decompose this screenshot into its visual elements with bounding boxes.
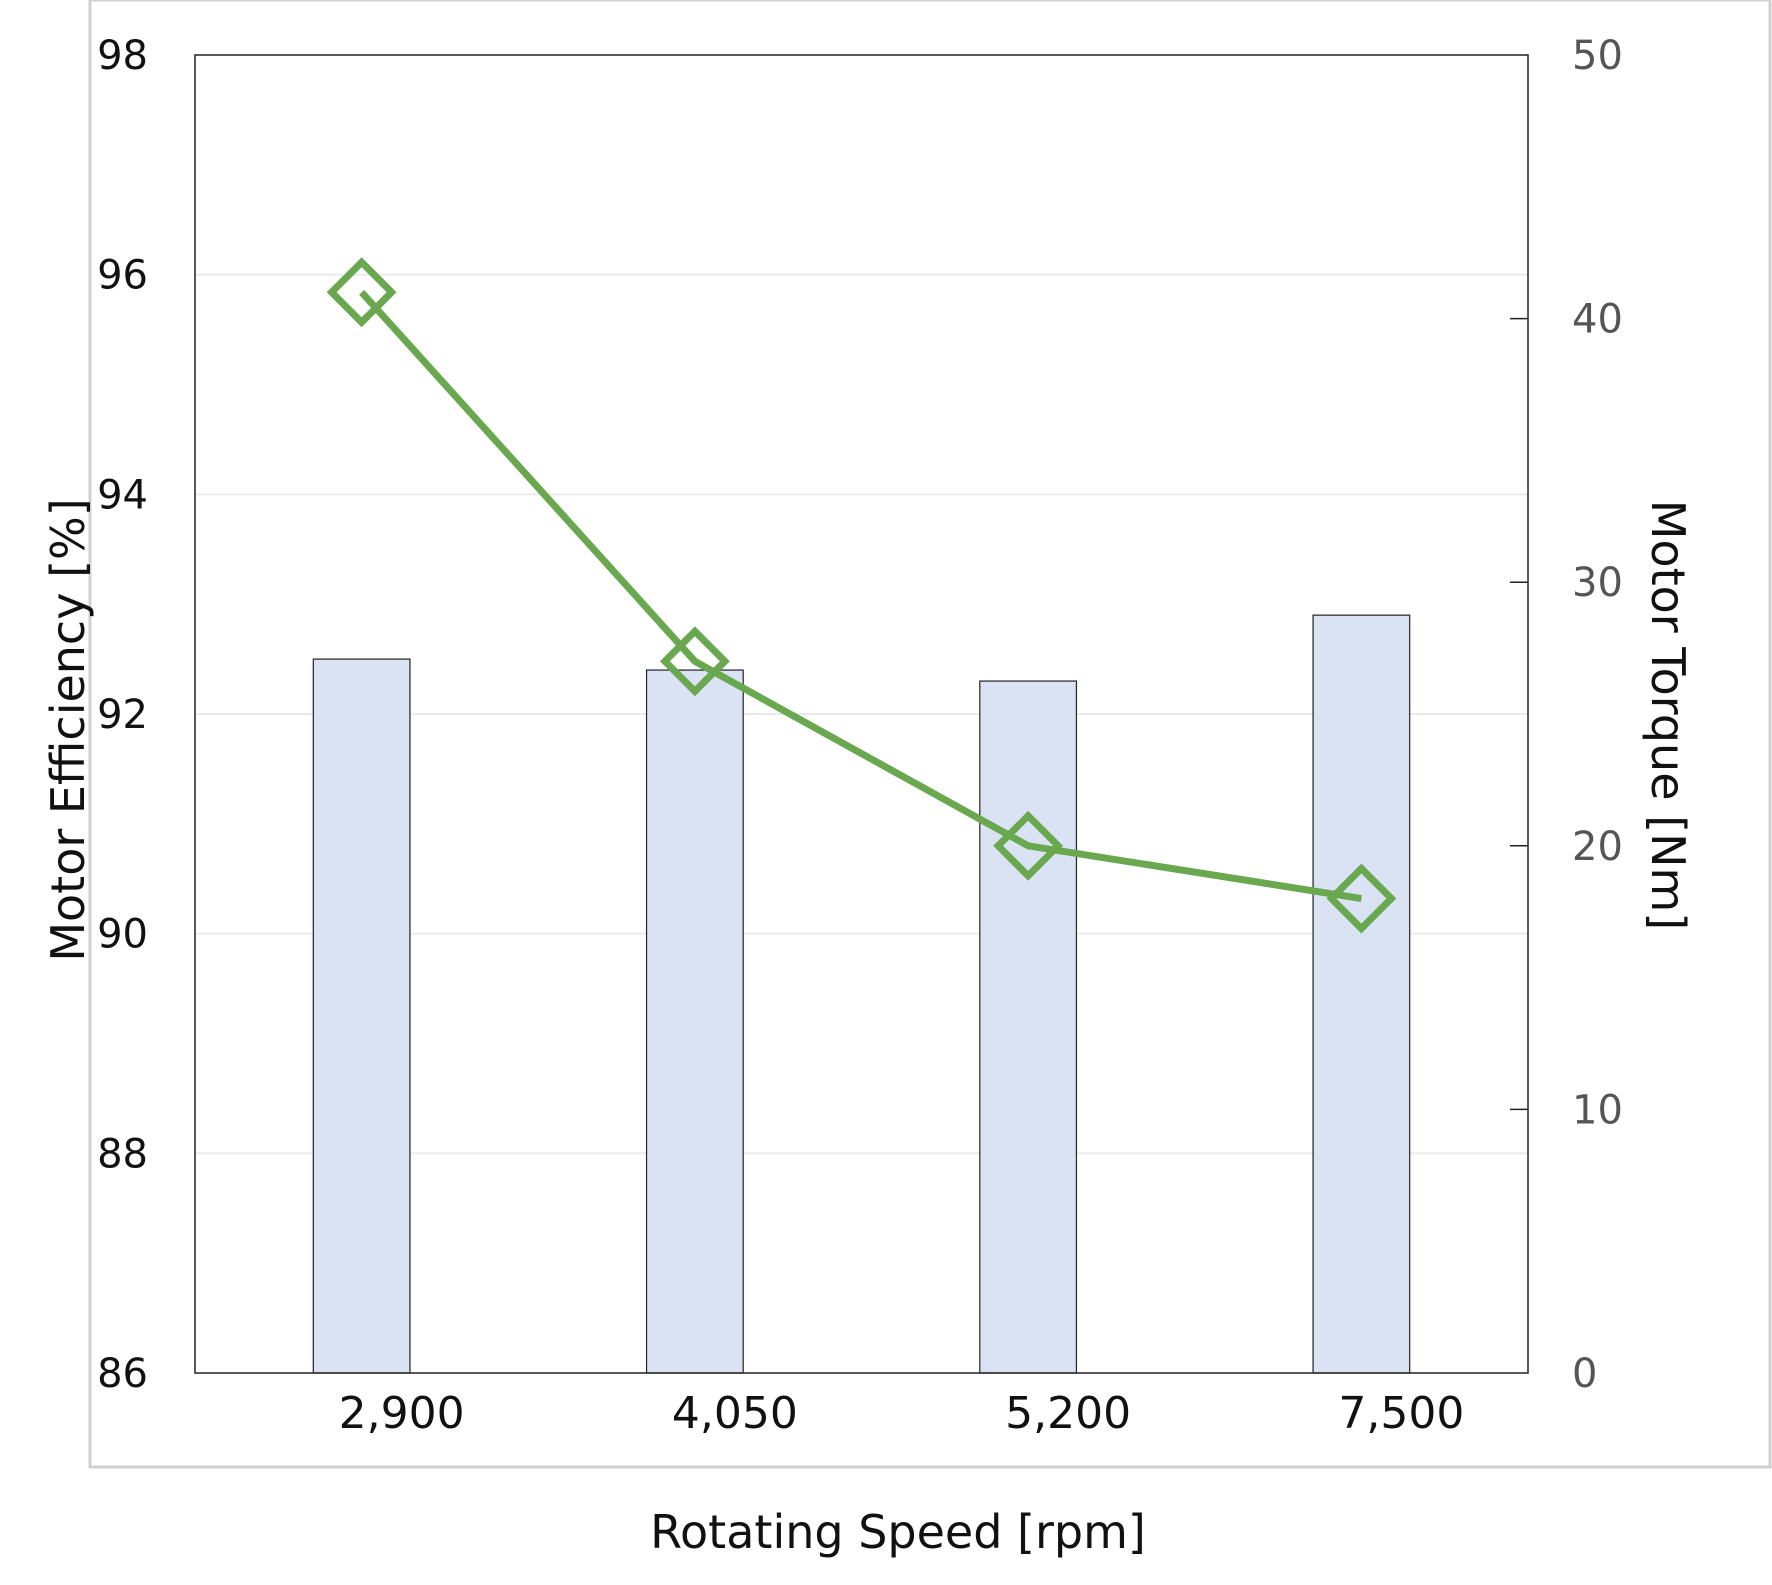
x-tick-label: 5,200 [1005,1388,1131,1439]
line-series [326,257,1397,934]
left-tick-label: 90 [97,912,148,958]
right-tick-label: 20 [1572,824,1623,870]
right-axis-labels: 0 10 20 30 40 50 [1572,33,1623,1397]
series-line [359,289,1362,902]
right-axis-title: Motor Torque [Nm] [1641,500,1695,930]
x-tick-label: 2,900 [339,1388,465,1439]
bar [979,680,1078,1374]
x-tick-label: 7,500 [1338,1388,1464,1439]
x-axis-title: Rotating Speed [rpm] [650,1505,1146,1559]
plot-area [194,54,1529,1374]
diamond-marker [993,810,1064,881]
right-tick-label: 50 [1572,33,1623,79]
left-tick-label: 92 [97,692,148,738]
bar-series [312,614,1411,1374]
diamond-marker [659,626,730,697]
x-axis-labels: 2,900 4,050 5,200 7,500 [339,1388,1465,1439]
left-tick-label: 98 [97,33,148,79]
x-tick-label: 4,050 [672,1388,798,1439]
right-tick-label: 40 [1572,297,1623,343]
bar [645,669,744,1374]
left-tick-label: 86 [97,1351,148,1397]
right-axis-ticks [1510,317,1528,1111]
diamond-marker [1326,863,1397,934]
left-tick-label: 96 [97,253,148,299]
right-tick-label: 0 [1572,1351,1597,1397]
right-tick-label: 10 [1572,1087,1623,1133]
bar [1312,614,1411,1374]
left-axis-labels: 86 88 90 92 94 96 98 [97,33,148,1397]
left-tick-label: 94 [97,472,148,518]
bar [312,658,411,1374]
diamond-marker [326,257,397,328]
left-axis-title: Motor Efficiency [%] [41,498,95,961]
right-tick-label: 30 [1572,560,1623,606]
left-tick-label: 88 [97,1131,148,1177]
gridlines [195,273,1528,1155]
